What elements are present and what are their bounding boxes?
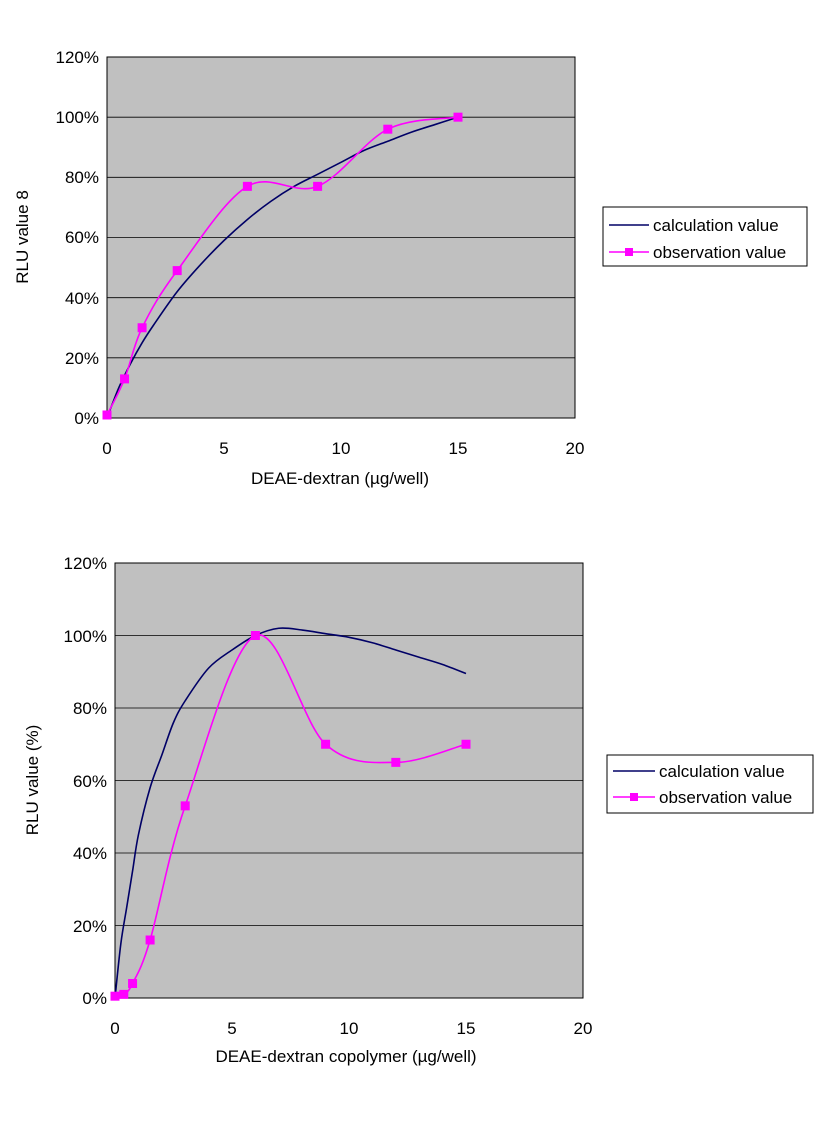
chart-2-y-tick: 0%: [82, 989, 107, 1008]
chart-1-gridlines: [107, 116, 575, 359]
chart-2-x-tick: 0: [110, 1019, 119, 1038]
chart-1-legend-observation-marker: [625, 248, 633, 256]
chart-2-x-ticks: 0 5 10 15 20: [110, 1019, 592, 1038]
chart-1-series-calculation-line: [106, 116, 459, 419]
chart-1-x-tick: 10: [332, 439, 351, 458]
chart-1-x-tick: 15: [449, 439, 468, 458]
chart-2-observation-point: [119, 989, 129, 999]
chart-1-legend-box: [602, 206, 808, 267]
chart-1-x-tick: 20: [566, 439, 585, 458]
chart-2-legend-box: [606, 754, 814, 814]
chart-1-legend-observation-label: observation value: [653, 243, 786, 262]
chart-2-x-tick: 20: [574, 1019, 593, 1038]
chart-2-observation-line: [114, 634, 467, 997]
chart-2-observation-point: [461, 739, 471, 749]
chart-2-x-tick: 5: [227, 1019, 236, 1038]
chart-2-x-tick: 15: [457, 1019, 476, 1038]
chart-2-y-tick: 40%: [73, 844, 107, 863]
chart-2-calculation-line: [114, 627, 467, 999]
chart-2-y-tick: 60%: [73, 772, 107, 791]
chart-1-observation-point: [453, 112, 463, 122]
chart-2-y-tick: 20%: [73, 917, 107, 936]
chart-2-y-axis-label: RLU value (%): [23, 725, 42, 836]
chart-2-observation-point: [110, 991, 120, 1001]
chart-1-y-tick: 100%: [56, 108, 99, 127]
chart-2-y-tick: 120%: [64, 554, 107, 573]
chart-1-observation-point: [137, 323, 147, 333]
chart-1-x-axis-label: DEAE-dextran (µg/well): [251, 469, 429, 488]
chart-1-observation-point: [313, 181, 323, 191]
chart-2-series-calculation-line: [114, 627, 467, 999]
chart-2-legend-observation-marker: [630, 793, 638, 801]
chart-2-observation-point: [391, 757, 401, 767]
chart-1-y-tick: 120%: [56, 48, 99, 67]
chart-1-legend-calculation-label: calculation value: [653, 216, 779, 235]
chart-1-y-tick: 0%: [74, 409, 99, 428]
chart-2-x-axis-label: DEAE-dextran copolymer (µg/well): [215, 1047, 476, 1066]
chart-1-observation-line: [106, 116, 459, 416]
chart-1-x-tick: 0: [102, 439, 111, 458]
chart-1-legend: calculation value observation value: [602, 206, 808, 267]
chart-1-observation-point: [102, 410, 112, 420]
chart-2-observation-point: [250, 631, 260, 640]
chart-1-observation-point: [172, 266, 182, 276]
chart-2-observation-point: [180, 801, 190, 811]
chart-1-calculation-line: [106, 116, 459, 419]
chart-2-legend: calculation value observation value: [606, 754, 814, 814]
chart-2-observation-point: [128, 979, 138, 988]
chart-1-x-ticks: 0 5 10 15 20: [102, 439, 584, 458]
chart-1-observation-point: [383, 124, 393, 134]
chart-1-y-tick: 40%: [65, 289, 99, 308]
chart-2-observation-point: [145, 935, 155, 945]
chart-2-y-ticks: 0% 20% 40% 60% 80% 100% 120%: [64, 554, 107, 1008]
chart-1-y-tick: 20%: [65, 349, 99, 368]
chart-1: 0% 20% 40% 60% 80% 100% 120% 0 5 10 15 2…: [13, 48, 808, 488]
chart-1-observation-point: [242, 181, 252, 191]
chart-2-y-tick: 80%: [73, 699, 107, 718]
chart-2-observation-point: [321, 739, 331, 749]
chart-1-y-tick: 60%: [65, 228, 99, 247]
chart-2-series-observation-line: [110, 631, 471, 1001]
chart-2-y-tick: 100%: [64, 627, 107, 646]
chart-1-y-axis-label: RLU value 8: [13, 190, 32, 284]
chart-2-legend-calculation-label: calculation value: [659, 762, 785, 781]
chart-1-y-ticks: 0% 20% 40% 60% 80% 100% 120%: [56, 48, 99, 428]
chart-1-x-tick: 5: [219, 439, 228, 458]
chart-1-series-observation-line: [102, 112, 463, 420]
chart-1-observation-point: [120, 374, 130, 384]
chart-2-x-tick: 10: [340, 1019, 359, 1038]
chart-2-legend-observation-label: observation value: [659, 788, 792, 807]
chart-1-y-tick: 80%: [65, 168, 99, 187]
chart-2: 0% 20% 40% 60% 80% 100% 120% 0 5 10 15 2…: [23, 554, 814, 1066]
